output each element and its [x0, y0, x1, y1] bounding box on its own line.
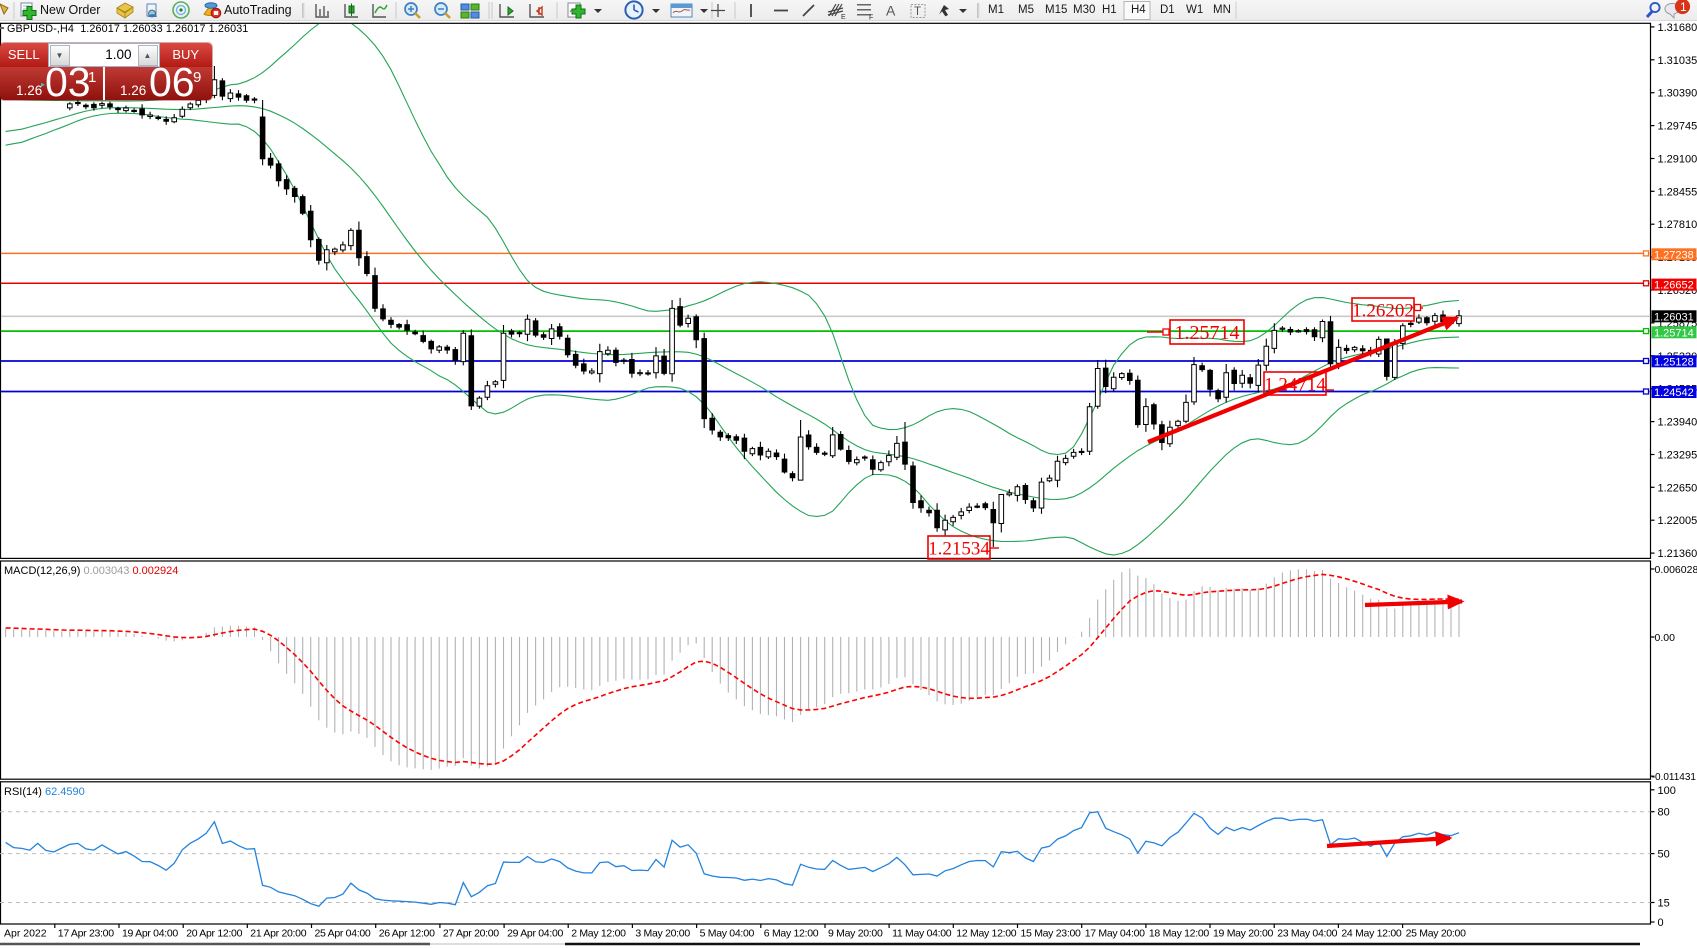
svg-text:1.24714: 1.24714 [1264, 374, 1326, 395]
svg-text:1.28455: 1.28455 [1658, 186, 1697, 198]
svg-text:1.29100: 1.29100 [1658, 154, 1697, 166]
svg-text:RSI(14) 62.4590: RSI(14) 62.4590 [4, 786, 85, 798]
svg-text:T: T [914, 6, 921, 18]
svg-text:1.24542: 1.24542 [1654, 387, 1694, 399]
svg-text:17 May 04:00: 17 May 04:00 [1085, 928, 1145, 940]
svg-text:25 May 20:00: 25 May 20:00 [1406, 928, 1466, 940]
svg-text:1.21534: 1.21534 [928, 538, 990, 559]
svg-text:29 Apr 04:00: 29 Apr 04:00 [507, 928, 563, 940]
svg-text:0.006028: 0.006028 [1655, 564, 1697, 576]
svg-text:1.30390: 1.30390 [1658, 88, 1697, 100]
svg-text:1.26652: 1.26652 [1654, 280, 1694, 292]
svg-text:1.26031: 1.26031 [1654, 311, 1694, 323]
svg-text:15 May 23:00: 15 May 23:00 [1021, 928, 1081, 940]
svg-text:17 Apr 23:00: 17 Apr 23:00 [58, 928, 114, 940]
svg-text:3 May 20:00: 3 May 20:00 [635, 928, 690, 940]
svg-text:1.21360: 1.21360 [1658, 548, 1697, 560]
svg-text:15: 15 [1658, 898, 1670, 910]
svg-text:2 May 12:00: 2 May 12:00 [571, 928, 626, 940]
svg-text:100: 100 [1658, 785, 1676, 797]
svg-text:50: 50 [1658, 849, 1670, 861]
svg-text:6 May 12:00: 6 May 12:00 [764, 928, 819, 940]
svg-text:12 May 12:00: 12 May 12:00 [956, 928, 1016, 940]
svg-text:1.27810: 1.27810 [1658, 219, 1697, 231]
svg-text:MACD(12,26,9) 0.003043 0.00292: MACD(12,26,9) 0.003043 0.002924 [4, 565, 178, 577]
svg-text:23 May 04:00: 23 May 04:00 [1277, 928, 1337, 940]
svg-text:0.00: 0.00 [1655, 632, 1676, 644]
svg-text:1.26202: 1.26202 [1352, 300, 1414, 321]
svg-text:1.27238: 1.27238 [1654, 249, 1694, 261]
svg-text:21 Apr 20:00: 21 Apr 20:00 [250, 928, 306, 940]
svg-text:5 May 04:00: 5 May 04:00 [700, 928, 755, 940]
svg-text:19 Apr 04:00: 19 Apr 04:00 [122, 928, 178, 940]
svg-text:80: 80 [1658, 807, 1670, 819]
svg-text:E: E [841, 14, 846, 21]
svg-text:1.25128: 1.25128 [1654, 356, 1694, 368]
svg-text:1.25714: 1.25714 [1654, 327, 1694, 339]
svg-text:Apr 2022: Apr 2022 [4, 928, 47, 940]
svg-text:1.23940: 1.23940 [1658, 417, 1697, 429]
svg-text:F: F [869, 15, 873, 22]
svg-text:1.29745: 1.29745 [1658, 121, 1697, 133]
svg-text:1.22005: 1.22005 [1658, 515, 1697, 527]
svg-text:19 May 20:00: 19 May 20:00 [1213, 928, 1273, 940]
svg-text:0: 0 [1658, 917, 1664, 929]
svg-text:20 Apr 12:00: 20 Apr 12:00 [186, 928, 242, 940]
svg-text:1: 1 [1680, 0, 1687, 14]
svg-text:1.31035: 1.31035 [1658, 55, 1697, 67]
svg-text:27 Apr 20:00: 27 Apr 20:00 [443, 928, 499, 940]
svg-text:9 May 20:00: 9 May 20:00 [828, 928, 883, 940]
svg-text:1.25714: 1.25714 [1175, 322, 1240, 344]
svg-text:26 Apr 12:00: 26 Apr 12:00 [379, 928, 435, 940]
svg-text:A: A [886, 3, 896, 19]
svg-text:1.23295: 1.23295 [1658, 450, 1697, 462]
svg-text:11 May 04:00: 11 May 04:00 [892, 928, 952, 940]
svg-text:-0.011431: -0.011431 [1652, 772, 1697, 783]
svg-text:1.22650: 1.22650 [1658, 482, 1697, 494]
svg-text:24 May 12:00: 24 May 12:00 [1341, 928, 1401, 940]
svg-text:25 Apr 04:00: 25 Apr 04:00 [315, 928, 371, 940]
svg-text:1.31680: 1.31680 [1658, 22, 1697, 34]
svg-text:18 May 12:00: 18 May 12:00 [1149, 928, 1209, 940]
